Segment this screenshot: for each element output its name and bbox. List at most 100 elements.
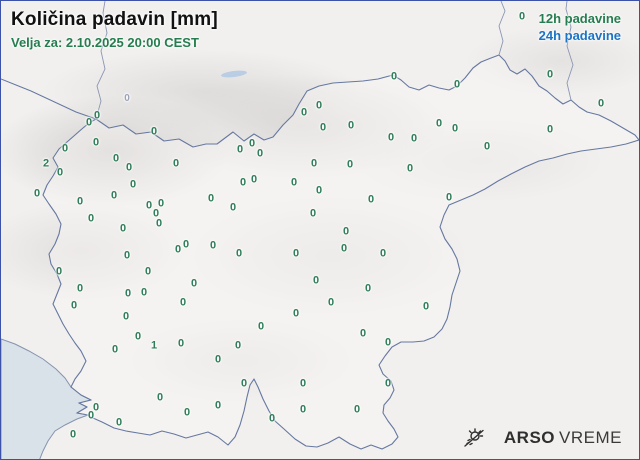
station-value: 0 bbox=[125, 161, 133, 174]
station-value: 0 bbox=[364, 282, 372, 295]
station-value: 0 bbox=[518, 10, 526, 23]
page-title: Količina padavin [mm] bbox=[11, 9, 218, 30]
station-value: 0 bbox=[174, 243, 182, 256]
lake-shape bbox=[221, 70, 247, 78]
station-value: 0 bbox=[214, 353, 222, 366]
station-value: 0 bbox=[156, 391, 164, 404]
station-value: 0 bbox=[61, 142, 69, 155]
station-value: 0 bbox=[248, 137, 256, 150]
station-value: 0 bbox=[347, 119, 355, 132]
station-value: 0 bbox=[310, 157, 318, 170]
station-value: 0 bbox=[145, 199, 153, 212]
station-value: 0 bbox=[359, 327, 367, 340]
station-value: 0 bbox=[207, 192, 215, 205]
station-value: 0 bbox=[123, 249, 131, 262]
station-value: 0 bbox=[453, 78, 461, 91]
station-value: 0 bbox=[299, 377, 307, 390]
valid-time-label: Velja za: 2.10.2025 20:00 CEST bbox=[11, 35, 199, 50]
link-24h-precipitation[interactable]: 24h padavine bbox=[538, 28, 621, 43]
station-value: 0 bbox=[157, 197, 165, 210]
station-value: 0 bbox=[55, 265, 63, 278]
station-value: 0 bbox=[451, 122, 459, 135]
station-value: 0 bbox=[177, 337, 185, 350]
station-value: 0 bbox=[342, 225, 350, 238]
station-value: 0 bbox=[292, 247, 300, 260]
station-value: 0 bbox=[92, 401, 100, 414]
station-value: 0 bbox=[390, 70, 398, 83]
station-value: 0 bbox=[92, 136, 100, 149]
station-value: 0 bbox=[384, 336, 392, 349]
station-value: 0 bbox=[214, 399, 222, 412]
map-header: Količina padavin [mm] Velja za: 2.10.202… bbox=[11, 9, 218, 50]
station-value: 0 bbox=[209, 239, 217, 252]
station-value: 0 bbox=[387, 131, 395, 144]
station-value: 0 bbox=[85, 116, 93, 129]
station-value: 0 bbox=[56, 166, 64, 179]
station-value: 0 bbox=[112, 152, 120, 165]
austria-hungary-border bbox=[498, 1, 506, 56]
station-value: 0 bbox=[299, 403, 307, 416]
station-value: 0 bbox=[309, 207, 317, 220]
station-value: 0 bbox=[256, 147, 264, 160]
station-value: 0 bbox=[33, 187, 41, 200]
station-value: 0 bbox=[87, 409, 95, 422]
arso-vreme-wordmark: ARSO VREME bbox=[504, 428, 622, 448]
station-value: 0 bbox=[93, 109, 101, 122]
station-value: 0 bbox=[250, 173, 258, 186]
hungary-west-border bbox=[565, 1, 574, 101]
station-value: 0 bbox=[384, 377, 392, 390]
station-value: 0 bbox=[367, 193, 375, 206]
station-value: 0 bbox=[76, 195, 84, 208]
station-value: 0 bbox=[179, 296, 187, 309]
station-value: 0 bbox=[346, 158, 354, 171]
station-value: 0 bbox=[379, 247, 387, 260]
station-value: 0 bbox=[292, 307, 300, 320]
station-value: 0 bbox=[190, 277, 198, 290]
station-value: 0 bbox=[119, 222, 127, 235]
station-value: 0 bbox=[406, 162, 414, 175]
station-value: 0 bbox=[235, 247, 243, 260]
arso-vreme-branding: ARSO VREME bbox=[462, 426, 622, 450]
station-value: 0 bbox=[150, 125, 158, 138]
station-value: 0 bbox=[229, 201, 237, 214]
station-value: 0 bbox=[483, 140, 491, 153]
station-value: 0 bbox=[144, 265, 152, 278]
austria-italy-north-border bbox=[95, 1, 108, 120]
station-value: 0 bbox=[300, 106, 308, 119]
vreme-label: VREME bbox=[559, 428, 622, 447]
station-value: 0 bbox=[546, 68, 554, 81]
station-value: 1 bbox=[150, 339, 158, 352]
station-value: 0 bbox=[435, 117, 443, 130]
station-value: 0 bbox=[140, 286, 148, 299]
station-value: 0 bbox=[546, 123, 554, 136]
station-value: 0 bbox=[124, 287, 132, 300]
station-value: 0 bbox=[111, 343, 119, 356]
station-value: 0 bbox=[129, 178, 137, 191]
station-value: 0 bbox=[239, 176, 247, 189]
station-value: 0 bbox=[315, 184, 323, 197]
station-value: 0 bbox=[134, 330, 142, 343]
arso-label: ARSO bbox=[503, 428, 556, 447]
station-value: 0 bbox=[445, 191, 453, 204]
station-value: 0 bbox=[76, 282, 84, 295]
station-value: 0 bbox=[268, 412, 276, 425]
station-value: 2 bbox=[42, 157, 50, 170]
station-value: 0 bbox=[319, 121, 327, 134]
station-value: 0 bbox=[422, 300, 430, 313]
station-value: 0 bbox=[155, 217, 163, 230]
station-value: 0 bbox=[234, 339, 242, 352]
station-value: 0 bbox=[69, 428, 77, 441]
station-value: 0 bbox=[122, 310, 130, 323]
station-value: 0 bbox=[87, 212, 95, 225]
station-value: 0 bbox=[353, 403, 361, 416]
link-12h-precipitation[interactable]: 12h padavine bbox=[538, 11, 621, 26]
station-value: 0 bbox=[290, 176, 298, 189]
station-value: 0 bbox=[327, 296, 335, 309]
station-value: 0 bbox=[410, 132, 418, 145]
sun-crossed-weather-icon bbox=[464, 428, 484, 447]
station-value: 0 bbox=[340, 242, 348, 255]
slovenia-border bbox=[42, 54, 639, 450]
station-value: 0 bbox=[236, 143, 244, 156]
